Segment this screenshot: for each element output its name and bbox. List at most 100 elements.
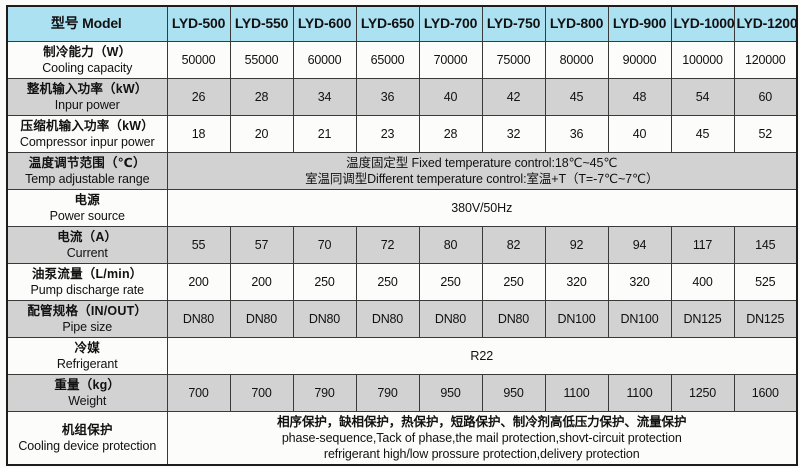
cell-current-lyd-750: 82 — [481, 226, 546, 264]
cell-pipe-size-lyd-600: DN80 — [292, 300, 357, 338]
cell-input-power-lyd-600: 34 — [292, 78, 357, 116]
merged-line: phase-sequence,Tack of phase,the mail pr… — [281, 431, 682, 445]
cell-input-power-lyd-1000: 54 — [670, 78, 735, 116]
table-row: 配管规格（IN/OUT） Pipe size DN80 DN80 DN80 DN80 DN8… — [6, 300, 798, 338]
column-header-model-lyd-1000: LYD-1000 — [670, 5, 735, 42]
cell-compressor-input-power-lyd-800: 36 — [544, 115, 609, 153]
cell-current-lyd-800: 92 — [544, 226, 609, 264]
cell-input-power-lyd-900: 48 — [607, 78, 672, 116]
row-label-cn: 冷媒 — [74, 341, 100, 355]
column-header-model-lyd-600: LYD-600 — [292, 5, 357, 42]
row-label-en: Compressor inpur power — [19, 135, 155, 149]
row-label-weight: 重量（kg） Weight — [6, 374, 168, 412]
cell-compressor-input-power-lyd-600: 21 — [292, 115, 357, 153]
merged-line: 温度固定型 Fixed temperature control:18℃~45℃ — [346, 156, 618, 170]
cell-pump-discharge-rate-lyd-1000: 400 — [670, 263, 735, 301]
row-label-en: Temp adjustable range — [25, 172, 150, 186]
row-value-merged-cooling-device-protection: 相序保护，缺相保护，热保护，短路保护、制冷剂高低压力保护、流量保护 phase-s… — [166, 411, 798, 466]
row-label-pipe-size: 配管规格（IN/OUT） Pipe size — [6, 300, 168, 338]
merged-line: 380V/50Hz — [451, 201, 513, 215]
table-row: 压缩机输入功率（kW） Compressor inpur power 18 20 21 2… — [6, 115, 798, 153]
table-row: 制冷能力（W） Cooling capacity 50000 55000 60000 65… — [6, 41, 798, 79]
row-label-cn: 压缩机输入功率（kW） — [20, 119, 154, 133]
cell-current-lyd-1200: 145 — [733, 226, 798, 264]
row-value-merged-refrigerant: R22 — [166, 337, 798, 375]
cell-cooling-capacity-lyd-500: 50000 — [166, 41, 231, 79]
cell-compressor-input-power-lyd-500: 18 — [166, 115, 231, 153]
cell-compressor-input-power-lyd-1200: 52 — [733, 115, 798, 153]
row-label-en: Cooling capacity — [42, 61, 133, 75]
cell-cooling-capacity-lyd-1000: 100000 — [670, 41, 735, 79]
cell-compressor-input-power-lyd-700: 28 — [418, 115, 483, 153]
column-header-model-lyd-900: LYD-900 — [607, 5, 672, 42]
cell-cooling-capacity-lyd-600: 60000 — [292, 41, 357, 79]
row-label-en: Pump discharge rate — [30, 283, 145, 297]
cell-input-power-lyd-700: 40 — [418, 78, 483, 116]
cell-pump-discharge-rate-lyd-500: 200 — [166, 263, 231, 301]
cell-weight-lyd-800: 1100 — [544, 374, 609, 412]
column-header-model: 型号 Model — [6, 5, 168, 42]
cell-weight-lyd-700: 950 — [418, 374, 483, 412]
cell-input-power-lyd-650: 36 — [355, 78, 420, 116]
row-label-cn: 电流（A） — [57, 230, 118, 244]
merged-line: refrigerant high/low prossure protection… — [323, 447, 640, 461]
cell-pipe-size-lyd-500: DN80 — [166, 300, 231, 338]
cell-cooling-capacity-lyd-550: 55000 — [229, 41, 294, 79]
cell-cooling-capacity-lyd-750: 75000 — [481, 41, 546, 79]
cell-pump-discharge-rate-lyd-750: 250 — [481, 263, 546, 301]
row-label-compressor-input-power: 压缩机输入功率（kW） Compressor inpur power — [6, 115, 168, 153]
merged-line: 相序保护，缺相保护，热保护，短路保护、制冷剂高低压力保护、流量保护 — [277, 415, 687, 429]
table-row: 重量（kg） Weight 700 700 790 790 950 950 1100 1100 12… — [6, 374, 798, 412]
cell-pump-discharge-rate-lyd-1200: 525 — [733, 263, 798, 301]
row-label-en: Inpur power — [54, 98, 120, 112]
cell-pump-discharge-rate-lyd-550: 200 — [229, 263, 294, 301]
cell-pipe-size-lyd-650: DN80 — [355, 300, 420, 338]
row-label-cn: 整机输入功率（kW） — [26, 82, 148, 96]
cell-pump-discharge-rate-lyd-700: 250 — [418, 263, 483, 301]
cell-current-lyd-900: 94 — [607, 226, 672, 264]
cell-current-lyd-1000: 117 — [670, 226, 735, 264]
merged-line: 室温同调型Different temperature control:室温+T（… — [305, 172, 659, 186]
column-header-model-lyd-650: LYD-650 — [355, 5, 420, 42]
row-label-cooling-capacity: 制冷能力（W） Cooling capacity — [6, 41, 168, 79]
cell-current-lyd-650: 72 — [355, 226, 420, 264]
row-label-cooling-device-protection: 机组保护 Cooling device protection — [6, 411, 168, 466]
cell-current-lyd-600: 70 — [292, 226, 357, 264]
column-header-model-lyd-750: LYD-750 — [481, 5, 546, 42]
row-value-merged-temp-adjustable-range: 温度固定型 Fixed temperature control:18℃~45℃ 室… — [166, 152, 798, 190]
cell-input-power-lyd-550: 28 — [229, 78, 294, 116]
column-header-model-lyd-550: LYD-550 — [229, 5, 294, 42]
row-label-cn: 机组保护 — [61, 423, 113, 437]
column-header-model-lyd-800: LYD-800 — [544, 5, 609, 42]
table-row: 温度调节范围（℃） Temp adjustable range 温度固定型 Fixe… — [6, 152, 798, 190]
table-row: 冷媒 Refrigerant R22 — [6, 337, 798, 375]
cell-weight-lyd-750: 950 — [481, 374, 546, 412]
table-row: 电流（A） Current 55 57 70 72 80 82 92 94 117 145 — [6, 226, 798, 264]
row-label-en: Cooling device protection — [18, 439, 157, 453]
cell-weight-lyd-1200: 1600 — [733, 374, 798, 412]
table-row: 油泵流量（L/min） Pump discharge rate 200 200 250 2… — [6, 263, 798, 301]
column-header-model-lyd-700: LYD-700 — [418, 5, 483, 42]
cell-pipe-size-lyd-900: DN100 — [607, 300, 672, 338]
cell-pump-discharge-rate-lyd-900: 320 — [607, 263, 672, 301]
cell-cooling-capacity-lyd-650: 65000 — [355, 41, 420, 79]
cell-compressor-input-power-lyd-650: 23 — [355, 115, 420, 153]
row-label-en: Refrigerant — [56, 357, 118, 371]
cell-weight-lyd-1000: 1250 — [670, 374, 735, 412]
row-label-en: Power source — [49, 209, 125, 223]
cell-cooling-capacity-lyd-700: 70000 — [418, 41, 483, 79]
table-header-row: 型号 Model LYD-500 LYD-550 LYD-600 LYD-650 LYD-… — [6, 5, 798, 42]
cell-pipe-size-lyd-700: DN80 — [418, 300, 483, 338]
row-label-en: Current — [66, 246, 108, 260]
cell-compressor-input-power-lyd-900: 40 — [607, 115, 672, 153]
cell-current-lyd-500: 55 — [166, 226, 231, 264]
cell-compressor-input-power-lyd-550: 20 — [229, 115, 294, 153]
cell-cooling-capacity-lyd-800: 80000 — [544, 41, 609, 79]
row-label-cn: 温度调节范围（℃） — [28, 156, 146, 170]
cell-weight-lyd-500: 700 — [166, 374, 231, 412]
row-label-pump-discharge-rate: 油泵流量（L/min） Pump discharge rate — [6, 263, 168, 301]
merged-line: R22 — [470, 349, 494, 363]
row-label-cn: 电源 — [74, 193, 100, 207]
row-label-cn: 油泵流量（L/min） — [31, 267, 143, 281]
